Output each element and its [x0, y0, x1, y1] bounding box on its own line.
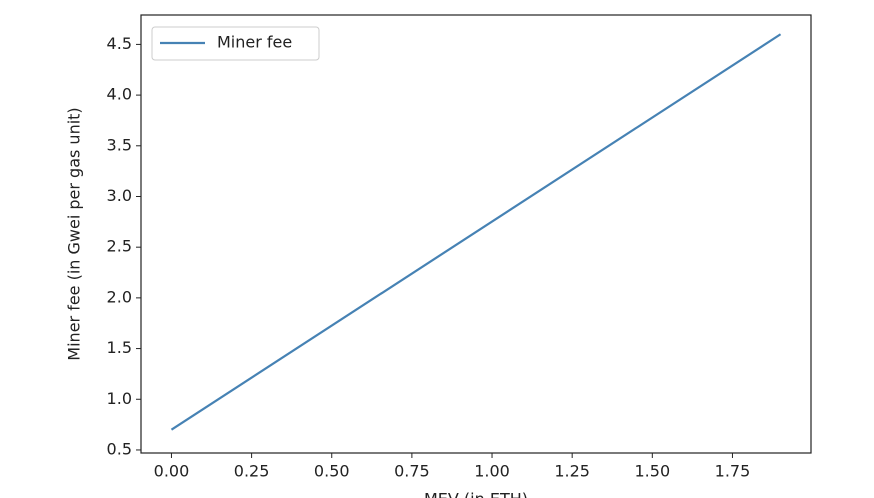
- x-tick-label: 1.25: [554, 462, 590, 481]
- y-tick-label: 1.0: [107, 389, 132, 408]
- y-tick-label: 4.5: [107, 34, 132, 53]
- y-tick-label: 1.5: [107, 338, 132, 357]
- y-tick-label: 2.5: [107, 237, 132, 256]
- x-tick-label: 1.50: [635, 462, 671, 481]
- y-tick-label: 0.5: [107, 439, 132, 458]
- x-tick-label: 0.50: [314, 462, 350, 481]
- x-tick-label: 0.00: [154, 462, 190, 481]
- y-tick-label: 3.5: [107, 135, 132, 154]
- y-tick-label: 2.0: [107, 287, 132, 306]
- series-line: [170, 33, 782, 431]
- x-tick-label: 0.25: [234, 462, 270, 481]
- x-tick-label: 1.75: [715, 462, 751, 481]
- x-tick-label: 0.75: [394, 462, 430, 481]
- x-tick-label: 1.00: [474, 462, 510, 481]
- y-tick-label: 4.0: [107, 85, 132, 104]
- legend-box: [151, 26, 320, 61]
- x-axis-label: MEV (in ETH): [424, 490, 528, 498]
- y-tick-label: 3.0: [107, 186, 132, 205]
- y-axis-label: Miner fee (in Gwei per gas unit): [65, 107, 84, 360]
- legend-label: Miner fee: [217, 33, 292, 52]
